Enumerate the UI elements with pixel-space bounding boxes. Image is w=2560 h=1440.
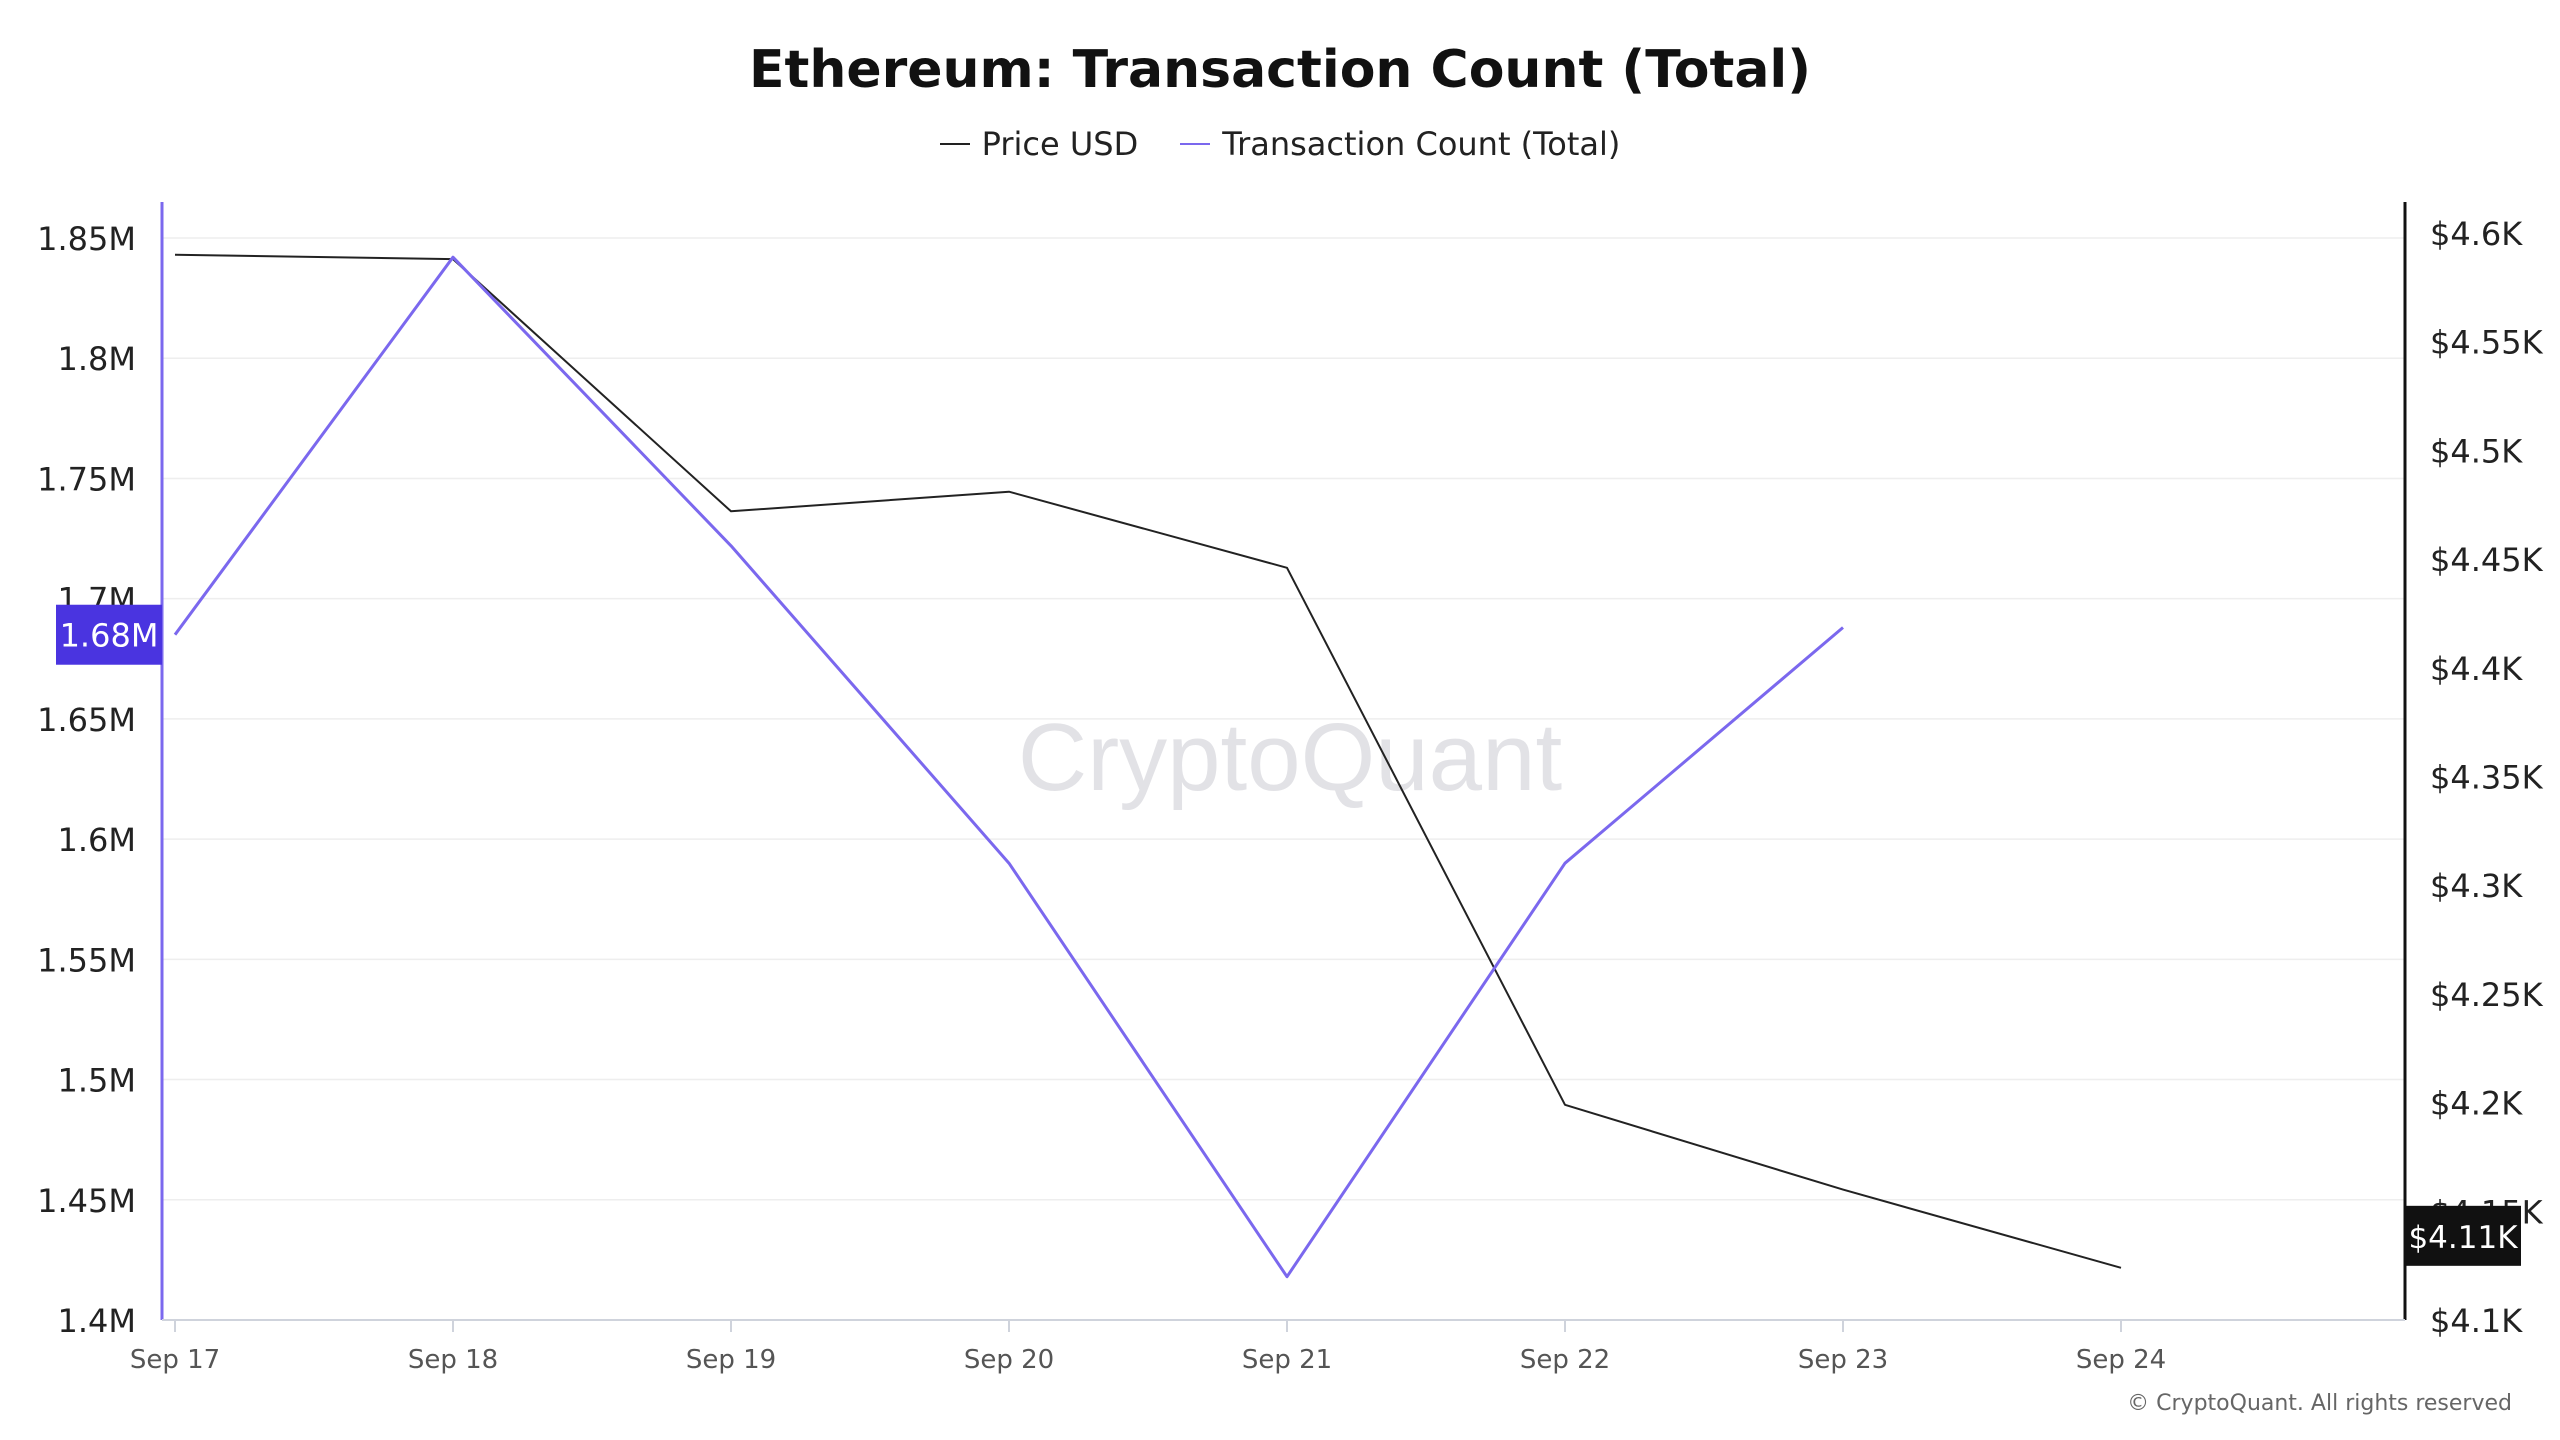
left-axis-tick-label: 1.85M bbox=[37, 220, 136, 258]
right-axis-tick-label: $4.35K bbox=[2430, 759, 2544, 797]
left-axis-current-value-label: 1.68M bbox=[60, 617, 159, 655]
chart-title: Ethereum: Transaction Count (Total) bbox=[748, 40, 1812, 100]
legend-label-tx-count: Transaction Count (Total) bbox=[1222, 125, 1621, 163]
left-axis-tick-label: 1.4M bbox=[58, 1302, 137, 1340]
right-axis-tick-label: $4.2K bbox=[2430, 1085, 2523, 1123]
left-axis-tick-label: 1.55M bbox=[37, 941, 136, 979]
x-axis-tick-label: Sep 17 bbox=[130, 1345, 220, 1375]
left-axis-tick-label: 1.45M bbox=[37, 1182, 136, 1220]
right-axis-current-value-label: $4.11K bbox=[2408, 1220, 2518, 1256]
right-axis-tick-label: $4.45K bbox=[2430, 541, 2544, 579]
series-line-price[interactable] bbox=[174, 253, 2122, 1269]
legend-swatch-tx-count bbox=[1180, 143, 1211, 145]
right-axis-tick-label: $4.3K bbox=[2430, 867, 2523, 905]
left-axis-tick-label: 1.8M bbox=[58, 340, 137, 378]
chart-legend: Price USD Transaction Count (Total) bbox=[0, 125, 2560, 163]
left-axis-tick-label: 1.6M bbox=[58, 821, 137, 859]
x-axis-tick-label: Sep 22 bbox=[1520, 1345, 1610, 1375]
x-axis-tick-label: Sep 19 bbox=[686, 1345, 776, 1375]
left-axis-tick-label: 1.5M bbox=[58, 1062, 137, 1100]
x-axis-tick-label: Sep 24 bbox=[2076, 1345, 2166, 1375]
x-axis-tick-label: Sep 23 bbox=[1798, 1345, 1888, 1375]
copyright-notice: © CryptoQuant. All rights reserved bbox=[2127, 1391, 2512, 1416]
series-line-tx-count[interactable] bbox=[173, 255, 1844, 1279]
right-axis-current-value-badge bbox=[2405, 1205, 2521, 1266]
x-axis-tick-label: Sep 20 bbox=[964, 1345, 1054, 1375]
right-axis-tick-label: $4.5K bbox=[2430, 432, 2523, 470]
legend-item-tx-count[interactable]: Transaction Count (Total) bbox=[1180, 125, 1620, 163]
watermark: CryptoQuant bbox=[1018, 704, 1562, 811]
x-axis-tick-label: Sep 21 bbox=[1242, 1345, 1332, 1375]
legend-label-price: Price USD bbox=[981, 125, 1139, 163]
right-axis-tick-label: $4.1K bbox=[2430, 1302, 2523, 1340]
legend-item-price[interactable]: Price USD bbox=[939, 125, 1139, 163]
left-axis-tick-label: 1.75M bbox=[37, 460, 136, 498]
right-axis-tick-label: $4.55K bbox=[2430, 324, 2544, 362]
left-axis-current-value-badge bbox=[56, 604, 162, 665]
x-axis-tick-label: Sep 18 bbox=[408, 1345, 498, 1375]
right-axis-tick-label: $4.6K bbox=[2430, 215, 2523, 253]
right-axis-tick-label: $4.4K bbox=[2430, 650, 2523, 688]
legend-swatch-price bbox=[939, 143, 970, 145]
right-axis-tick-label: $4.25K bbox=[2430, 976, 2544, 1014]
left-axis-tick-label: 1.65M bbox=[37, 701, 136, 739]
